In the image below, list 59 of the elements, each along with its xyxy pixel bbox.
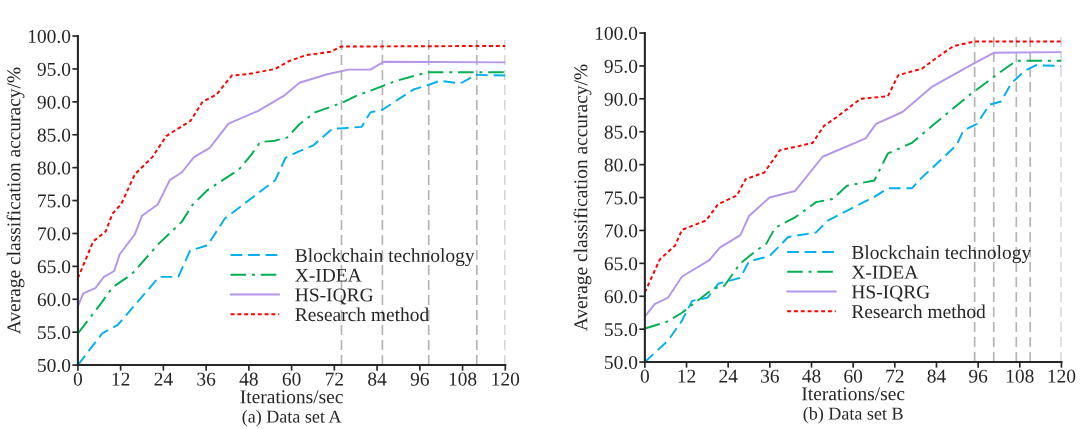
y-tick-label: 85.0 bbox=[604, 125, 638, 139]
y-tick-label: 70.0 bbox=[605, 224, 638, 238]
y-tick-label: 55.0 bbox=[605, 322, 638, 337]
y-tick-label: 75.0 bbox=[38, 194, 71, 208]
legend-label: Blockchain technology bbox=[295, 248, 475, 267]
x-tick-label: 96 bbox=[410, 372, 429, 386]
y-tick-label: 90.0 bbox=[604, 92, 638, 106]
x-tick-label: 0 bbox=[73, 372, 83, 386]
x-tick-label: 120 bbox=[1048, 369, 1076, 383]
x-tick-label: 48 bbox=[802, 369, 821, 383]
x-tick-label: 96 bbox=[969, 369, 988, 383]
x-tick-label: 60 bbox=[844, 369, 863, 383]
y-axis-title: Average classification accuracy/% bbox=[573, 64, 592, 332]
legend-label: Research method bbox=[295, 307, 429, 322]
line-series bbox=[77, 44, 506, 280]
x-tick-label: 24 bbox=[154, 372, 173, 386]
legend-label: HS-IQRG bbox=[295, 288, 374, 305]
x-axis-title: Iterations/sec bbox=[240, 390, 343, 404]
legend-label: Research method bbox=[851, 304, 986, 319]
y-tick-label: 100.0 bbox=[28, 29, 71, 44]
y-axis-title: Average classification accuracy/% bbox=[6, 67, 25, 335]
y-tick-label: 75.0 bbox=[605, 191, 638, 205]
y-tick-label: 65.0 bbox=[604, 257, 638, 271]
x-tick-label: 120 bbox=[492, 372, 520, 386]
x-tick-label: 48 bbox=[239, 372, 258, 386]
x-tick-label: 36 bbox=[197, 372, 216, 386]
y-tick-label: 50.0 bbox=[605, 355, 638, 370]
text: (a) Data set A bbox=[242, 410, 342, 427]
x-tick-label: 12 bbox=[678, 369, 696, 383]
x-tick-label: 24 bbox=[719, 369, 738, 383]
legend-label: X-IDEA bbox=[295, 268, 362, 282]
x-tick-label: 72 bbox=[325, 372, 343, 386]
legend-label: Blockchain technology bbox=[851, 245, 1032, 264]
legend-label: X-IDEA bbox=[851, 265, 919, 279]
y-tick-label: 60.0 bbox=[37, 293, 71, 307]
y-tick-label: 90.0 bbox=[37, 95, 71, 109]
y-tick-label: 85.0 bbox=[37, 128, 71, 142]
y-tick-label: 55.0 bbox=[38, 325, 71, 340]
y-tick-label: 60.0 bbox=[604, 290, 638, 304]
y-tick-label: 50.0 bbox=[38, 358, 71, 373]
y-tick-label: 95.0 bbox=[37, 62, 71, 76]
y-tick-label: 70.0 bbox=[38, 227, 71, 241]
x-tick-label: 84 bbox=[368, 372, 387, 386]
x-tick-label: 72 bbox=[886, 369, 904, 383]
legend-label: HS-IQRG bbox=[851, 285, 930, 302]
x-tick-label: 36 bbox=[761, 369, 779, 383]
x-tick-label: 84 bbox=[927, 369, 946, 383]
x-tick-label: 12 bbox=[112, 372, 130, 386]
text: (b) Data set B bbox=[803, 407, 903, 424]
x-tick-label: 108 bbox=[1006, 369, 1034, 383]
y-tick-label: 65.0 bbox=[37, 260, 71, 274]
y-tick-label: 95.0 bbox=[604, 59, 638, 73]
y-tick-label: 80.0 bbox=[604, 158, 638, 172]
x-tick-label: 108 bbox=[449, 372, 477, 386]
y-tick-label: 100.0 bbox=[595, 26, 638, 41]
y-tick-label: 80.0 bbox=[37, 161, 71, 175]
x-tick-label: 0 bbox=[640, 369, 649, 383]
x-axis-title: Iterations/sec bbox=[802, 387, 905, 401]
x-tick-label: 60 bbox=[282, 372, 301, 386]
